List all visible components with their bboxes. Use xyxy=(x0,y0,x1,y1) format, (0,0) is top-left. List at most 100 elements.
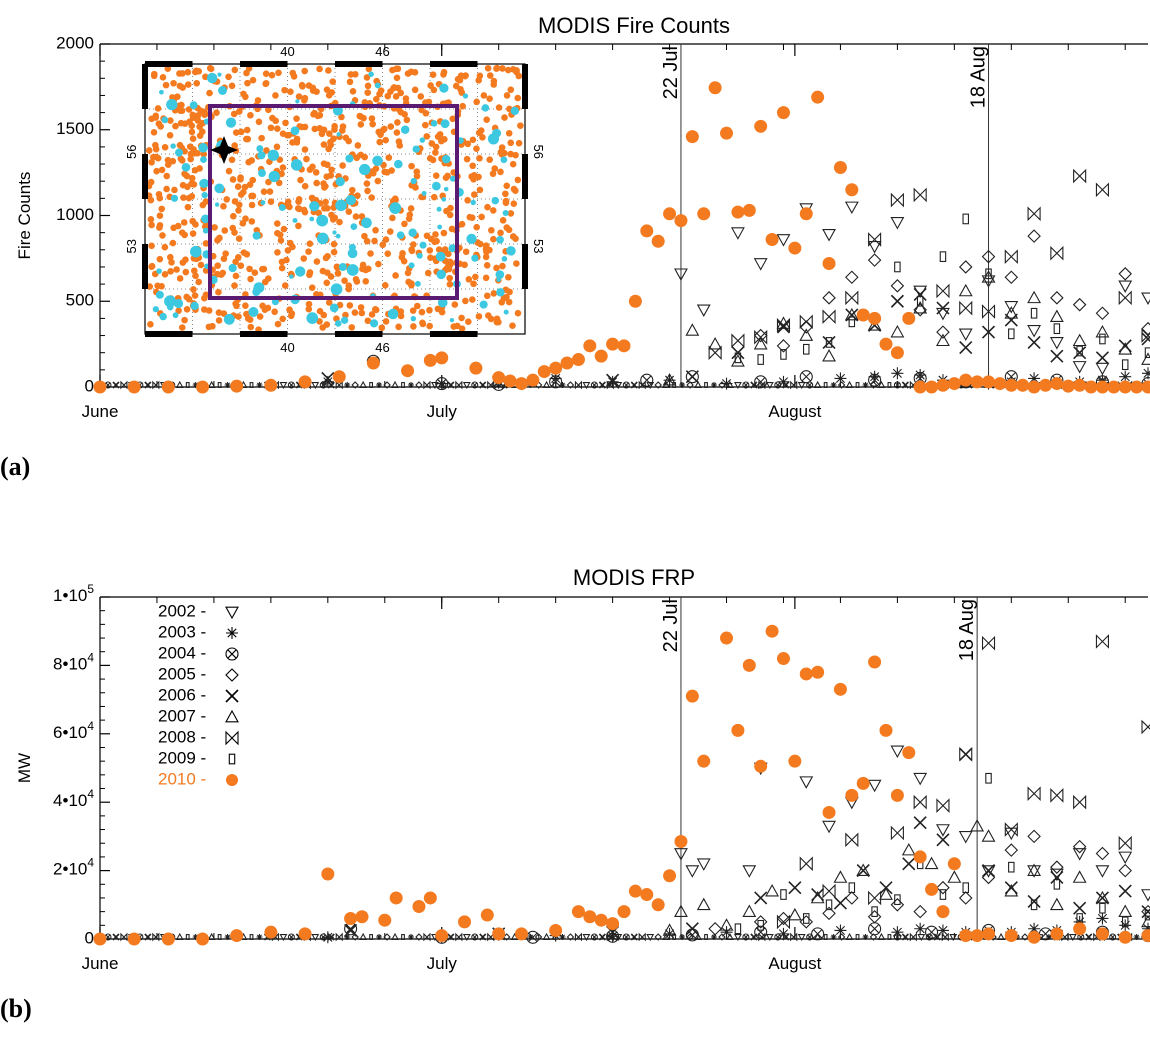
map-fire-point-other xyxy=(408,228,417,237)
map-fire-point xyxy=(507,150,514,158)
map-fire-point xyxy=(483,116,490,123)
map-fire-point xyxy=(274,125,281,133)
map-fire-point xyxy=(234,253,242,261)
map-fire-point xyxy=(403,116,411,124)
marker-circle xyxy=(622,381,630,389)
map-fire-point-other xyxy=(202,227,209,234)
legend-symbol xyxy=(225,668,239,682)
marker-cross xyxy=(775,934,781,940)
map-fire-point xyxy=(222,250,229,257)
map-fire-point xyxy=(278,264,286,272)
point-2005 xyxy=(1141,904,1150,919)
map-fire-point xyxy=(509,233,517,240)
map-fire-point xyxy=(173,266,180,273)
location-star-icon xyxy=(210,136,238,164)
point-2006 xyxy=(1050,349,1064,363)
map-fire-point xyxy=(230,110,238,118)
map-fire-point xyxy=(286,239,294,247)
point-2010 xyxy=(868,311,882,325)
map-fire-point xyxy=(458,325,466,332)
baseline-marker xyxy=(790,932,798,942)
map-fire-point xyxy=(469,296,476,303)
map-fire-point xyxy=(154,282,161,290)
map-fire-point xyxy=(434,133,442,140)
map-fire-point xyxy=(320,141,328,148)
series-2006 xyxy=(321,287,1150,389)
baseline-marker xyxy=(566,381,575,389)
point-2002 xyxy=(1118,280,1133,293)
map-fire-point xyxy=(248,201,256,209)
point-2005 xyxy=(799,320,814,334)
map-fire-point-other xyxy=(414,280,421,287)
map-fire-point xyxy=(279,164,287,171)
point-2006 xyxy=(685,370,699,384)
point-2008 xyxy=(776,317,791,333)
map-fire-point xyxy=(393,129,401,136)
marker-cross xyxy=(288,934,294,940)
map-fire-point xyxy=(364,82,372,90)
point-2003 xyxy=(914,368,927,381)
point-2003 xyxy=(606,375,619,388)
baseline-marker xyxy=(471,381,479,389)
map-fire-point xyxy=(372,95,380,103)
map-fire-point xyxy=(264,304,272,312)
point-2010 xyxy=(1118,380,1132,394)
map-fire-point xyxy=(509,322,516,330)
point-2007 xyxy=(867,318,882,331)
map-fire-point xyxy=(408,246,415,253)
marker-cross xyxy=(472,934,478,940)
map-fire-point xyxy=(405,215,413,222)
map-fire-point xyxy=(423,133,431,140)
map-fire-point xyxy=(152,141,159,149)
point-2008 xyxy=(1118,290,1132,306)
map-fire-point xyxy=(509,160,517,168)
point-2010 xyxy=(708,81,722,95)
baseline-marker xyxy=(287,933,295,941)
map-fire-point xyxy=(414,302,421,310)
map-fire-point xyxy=(150,72,158,80)
point-2002 xyxy=(844,201,859,215)
point-2010 xyxy=(982,375,996,389)
map-fire-point xyxy=(493,318,501,326)
map-fire-point xyxy=(159,73,167,81)
point-2009 xyxy=(1144,347,1150,359)
map-fire-point xyxy=(246,316,254,323)
point-2003 xyxy=(777,927,790,940)
point-2008 xyxy=(731,333,745,349)
point-2006 xyxy=(1141,332,1150,346)
point-2010 xyxy=(890,788,904,802)
map-fire-point xyxy=(359,265,366,273)
map-fire-point xyxy=(371,237,378,245)
map-fire-point xyxy=(311,125,319,133)
map-fire-point xyxy=(177,155,185,163)
map-fire-point xyxy=(473,98,480,106)
baseline-marker xyxy=(542,932,551,940)
map-fire-point xyxy=(170,79,177,87)
point-2010 xyxy=(1050,377,1064,391)
point-2010 xyxy=(788,754,802,768)
map-fire-point-other xyxy=(493,131,499,138)
map-fire-point xyxy=(358,213,366,220)
map-fire-point-other xyxy=(214,202,220,207)
map-fire-point xyxy=(419,319,426,327)
point-2010 xyxy=(982,927,996,941)
point-2004 xyxy=(640,373,654,387)
baseline-marker xyxy=(694,380,702,388)
map-fire-point xyxy=(147,321,154,328)
map-fire-point xyxy=(313,179,320,187)
point-2006 xyxy=(1141,905,1150,919)
map-fire-point xyxy=(184,81,192,88)
point-2010 xyxy=(1107,380,1121,394)
x-tick-label: August xyxy=(768,402,821,421)
map-fire-point xyxy=(191,292,199,299)
baseline-marker xyxy=(249,934,254,940)
point-2010 xyxy=(526,373,540,387)
marker-cross xyxy=(472,382,478,388)
series-2006 xyxy=(344,747,1150,941)
point-2006 xyxy=(1027,335,1041,349)
point-2009 xyxy=(848,316,856,328)
marker-cross xyxy=(608,931,618,941)
map-fire-point xyxy=(282,119,289,127)
map-fire-point-other xyxy=(334,320,342,327)
point-2009 xyxy=(780,889,787,900)
